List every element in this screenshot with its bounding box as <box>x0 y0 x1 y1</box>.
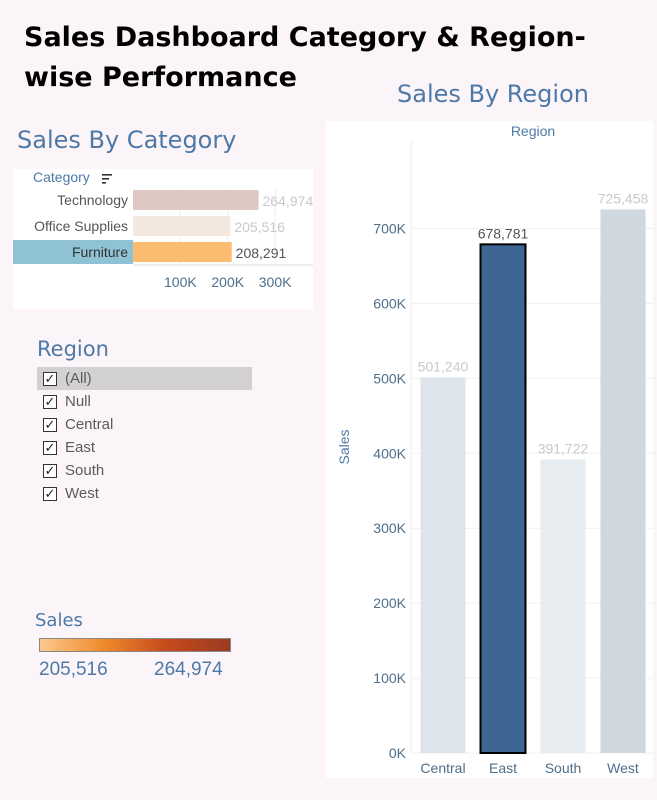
region-filter-item[interactable]: ✓ (All) <box>37 367 252 390</box>
region-bar[interactable] <box>479 243 527 754</box>
region-filter-title: Region <box>37 337 109 361</box>
region-tick-label: 500K <box>373 370 406 386</box>
region-category-label: Central <box>420 760 465 776</box>
sales-legend-title: Sales <box>35 610 83 631</box>
checkbox-icon[interactable]: ✓ <box>43 462 57 478</box>
category-tick-label: 300K <box>259 274 292 290</box>
sort-icon-line <box>102 178 109 180</box>
region-tick-label: 100K <box>373 670 406 686</box>
category-row-highlight[interactable] <box>13 240 133 264</box>
region-tick-label: 200K <box>373 595 406 611</box>
sort-descending-icon[interactable] <box>102 174 112 184</box>
sales-legend-gradient <box>39 638 231 652</box>
sales-color-legend: Sales 205,516 264,974 <box>35 610 255 680</box>
region-data-label: 501,240 <box>418 358 469 374</box>
region-bar[interactable] <box>600 209 646 753</box>
checkbox-icon[interactable]: ✓ <box>43 485 57 501</box>
checkbox-icon[interactable]: ✓ <box>43 439 57 455</box>
region-filter-list: ✓ (All) ✓ Null ✓ Central ✓ East ✓ South ✓ West <box>37 367 257 505</box>
region-category-label: West <box>607 760 639 776</box>
checkbox-icon[interactable]: ✓ <box>43 393 57 409</box>
region-tick-label: 0K <box>389 745 407 761</box>
checkbox-icon[interactable]: ✓ <box>43 416 57 432</box>
region-bar[interactable] <box>540 459 586 753</box>
region-filter-item-label: Null <box>65 393 91 410</box>
region-filter-item[interactable]: ✓ West <box>37 482 257 505</box>
region-y-axis-title: Sales <box>336 429 352 464</box>
region-header: Region <box>511 123 555 139</box>
sales-legend-max: 264,974 <box>154 659 223 680</box>
region-filter-item[interactable]: ✓ Central <box>37 413 257 436</box>
region-data-label: 725,458 <box>598 190 649 206</box>
category-bar[interactable] <box>133 216 231 236</box>
region-tick-label: 700K <box>373 220 406 236</box>
dashboard-title: Sales Dashboard Category & Region-wise P… <box>24 22 586 93</box>
category-bar[interactable] <box>133 190 259 210</box>
region-filter-item-label: West <box>65 485 99 502</box>
region-sheet-title: Sales By Region <box>397 80 589 108</box>
region-filter-item[interactable]: ✓ East <box>37 436 257 459</box>
sort-icon-line <box>102 174 112 176</box>
region-tick-label: 600K <box>373 295 406 311</box>
category-chart-panel: Category Technology 264,974 Office Supplies… <box>13 169 313 309</box>
region-data-label: 678,781 <box>478 225 529 241</box>
region-data-label: 391,722 <box>538 440 589 456</box>
category-label[interactable]: Furniture <box>72 244 128 260</box>
region-tick-label: 400K <box>373 445 406 461</box>
region-filter-item-label: South <box>65 462 105 479</box>
category-label[interactable]: Technology <box>57 192 128 208</box>
category-sheet-title: Sales By Category <box>17 126 237 154</box>
category-bar[interactable] <box>133 242 232 262</box>
category-bar-chart[interactable]: Category Technology 264,974 Office Supplies… <box>13 169 313 309</box>
category-header: Category <box>33 169 90 185</box>
region-filter: Region ✓ (All) ✓ Null ✓ Central ✓ East ✓ South ✓ We… <box>37 337 257 505</box>
category-data-label: 264,974 <box>263 193 313 209</box>
region-filter-item[interactable]: ✓ Null <box>37 390 257 413</box>
region-bar[interactable] <box>420 377 466 753</box>
category-tick-label: 200K <box>211 274 244 290</box>
region-filter-item-label: East <box>65 439 96 456</box>
category-label[interactable]: Office Supplies <box>34 218 128 234</box>
category-tick-label: 100K <box>164 274 197 290</box>
sales-legend-min: 205,516 <box>39 659 108 680</box>
sort-icon-line <box>102 182 106 184</box>
region-tick-label: 300K <box>373 520 406 536</box>
region-filter-item-label: Central <box>65 416 114 433</box>
region-category-label: South <box>545 760 582 776</box>
category-data-label: 208,291 <box>236 245 287 261</box>
region-category-label: East <box>489 760 517 776</box>
region-bar-chart[interactable]: Region Sales 0K 100K 200K 300K 400K 500K 600K 700… <box>326 121 653 778</box>
region-filter-item[interactable]: ✓ South <box>37 459 257 482</box>
category-data-label: 205,516 <box>234 219 285 235</box>
checkbox-icon[interactable]: ✓ <box>43 370 57 386</box>
region-chart-panel: Region Sales 0K 100K 200K 300K 400K 500K 600K 700… <box>326 121 653 778</box>
region-filter-item-label: (All) <box>65 370 92 387</box>
